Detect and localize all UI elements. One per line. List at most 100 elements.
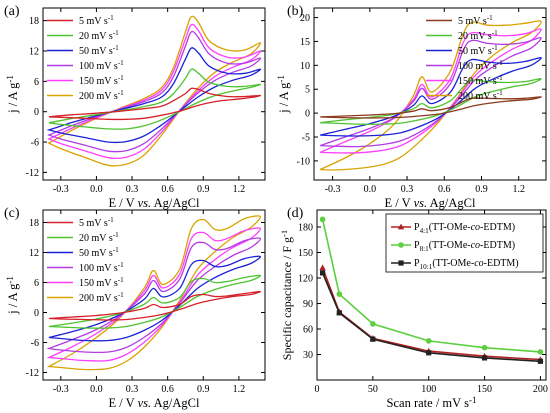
y-tick-label: -6 [31, 338, 39, 349]
y-axis-label: j / A g-1 [276, 75, 291, 114]
legend-label: 200 mV s-1 [79, 291, 124, 304]
cv-curve [320, 57, 542, 137]
data-point [319, 270, 326, 276]
legend-label: 50 mV s-1 [79, 44, 119, 57]
plot-frame [313, 7, 547, 181]
y-tick-label: 10 [300, 61, 310, 72]
y-tick-label: 20 [300, 13, 310, 24]
plot-frame [42, 7, 266, 181]
data-point [319, 216, 326, 223]
cv-curve [46, 47, 261, 144]
legend-marker [398, 260, 404, 266]
y-tick-label: 120 [298, 274, 313, 285]
data-point [370, 321, 376, 327]
x-tick-label: 0 [315, 384, 320, 395]
legend-label: 150 mV s-1 [79, 74, 124, 87]
data-point [336, 310, 342, 316]
cv-curve [320, 78, 542, 125]
y-axis-label: j / A g-1 [5, 75, 20, 114]
legend-label: 150 mV s-1 [79, 276, 124, 289]
y-tick-label: 180 [298, 223, 313, 234]
y-tick-label: 18 [29, 218, 39, 229]
x-axis-label: E / V vs. Ag/AgCl [109, 196, 200, 210]
data-point [481, 344, 488, 351]
data-point [537, 349, 544, 355]
legend-label: 20 mV s-1 [458, 29, 498, 42]
y-tick-label: -12 [26, 168, 39, 179]
legend-label: P4:1(TT-OMe-co-EDTM) [414, 222, 515, 235]
y-tick-label: 150 [298, 248, 313, 259]
data-point [425, 338, 432, 344]
cv-curve [46, 227, 261, 362]
x-tick-label: 1.2 [512, 184, 525, 195]
cv-curve [319, 20, 542, 171]
x-tick-label: 0.3 [126, 384, 139, 395]
x-tick-label: 0.0 [90, 384, 103, 395]
y-tick-label: 0 [34, 107, 39, 118]
x-axis-label: Scan rate / mV s-1 [387, 395, 477, 410]
y-tick-label: 12 [29, 248, 39, 259]
y-tick-label: -10 [297, 156, 310, 167]
cv-curve [46, 215, 261, 371]
y-tick-label: 6 [34, 278, 39, 289]
cv-curve [47, 30, 261, 153]
y-tick-label: -6 [31, 138, 39, 149]
legend-label: 50 mV s-1 [458, 44, 498, 57]
y-tick-label: -12 [26, 368, 39, 379]
x-tick-label: 0.9 [197, 384, 210, 395]
legend-marker [397, 223, 405, 230]
x-tick-label: -0.3 [53, 384, 69, 395]
cv-curve [47, 23, 261, 160]
cv-curve [48, 290, 261, 321]
data-point [481, 355, 488, 361]
x-tick-label: -0.3 [53, 184, 69, 195]
x-tick-label: 0.3 [401, 184, 414, 195]
x-tick-label: 0.9 [475, 184, 488, 195]
cv-curve [46, 237, 261, 354]
legend-label: 5 mV s-1 [79, 216, 114, 229]
y-axis-label: j / A g-1 [5, 276, 20, 315]
panel-c-cv-chart: (c) -0.3 0.0 0.3 0.6 0.9 1.2 18 12 6 0 -6 -12 E / V v… [4, 206, 266, 410]
panel-d-capacitance-chart: (d) 0 50 100 150 200 180 150 120 90 60 30 Scan rate … [279, 206, 548, 410]
cv-curve [320, 96, 542, 119]
legend-box [385, 213, 544, 273]
y-tick-label: 30 [303, 350, 313, 361]
y-tick-label: 0 [305, 109, 310, 120]
y-tick-label: -5 [302, 133, 310, 144]
legend-label: P10:1(TT-OMe-co-EDTM) [414, 258, 519, 271]
x-tick-label: 50 [368, 384, 378, 395]
y-tick-label: 15 [300, 37, 310, 48]
y-tick-label: 6 [34, 77, 39, 88]
plot-frame [316, 209, 547, 381]
cv-curve [48, 274, 261, 329]
legend-label: 100 mV s-1 [79, 59, 124, 72]
x-tick-label: 150 [477, 384, 492, 395]
x-tick-label: 0.9 [197, 184, 210, 195]
cv-curve [48, 68, 261, 130]
x-tick-label: 0.6 [161, 384, 174, 395]
data-point [370, 336, 376, 342]
legend-label: 20 mV s-1 [79, 29, 119, 42]
legend-label: 5 mV s-1 [458, 14, 493, 27]
x-tick-label: 0.0 [364, 184, 377, 195]
legend-label: 100 mV s-1 [458, 59, 503, 72]
data-point [537, 358, 544, 364]
cv-curve [48, 87, 261, 121]
legend-label: 100 mV s-1 [79, 261, 124, 274]
legend-label: 150 mV s-1 [458, 74, 503, 87]
x-axis-label: E / V vs. Ag/AgCl [109, 396, 200, 410]
data-point [336, 291, 343, 297]
capacitance-line [321, 219, 541, 353]
cv-curve [319, 36, 542, 148]
capacitance-line [321, 267, 541, 361]
y-tick-label: 0 [34, 308, 39, 319]
panel-label: (d) [287, 206, 304, 221]
legend-label: 20 mV s-1 [79, 231, 119, 244]
cv-curve [48, 255, 261, 342]
x-tick-label: 100 [421, 384, 436, 395]
x-tick-label: -0.3 [325, 184, 341, 195]
capacitance-line [321, 272, 541, 363]
y-tick-label: 12 [29, 47, 39, 58]
y-tick-label: 5 [305, 85, 310, 96]
x-tick-label: 0.6 [438, 184, 451, 195]
